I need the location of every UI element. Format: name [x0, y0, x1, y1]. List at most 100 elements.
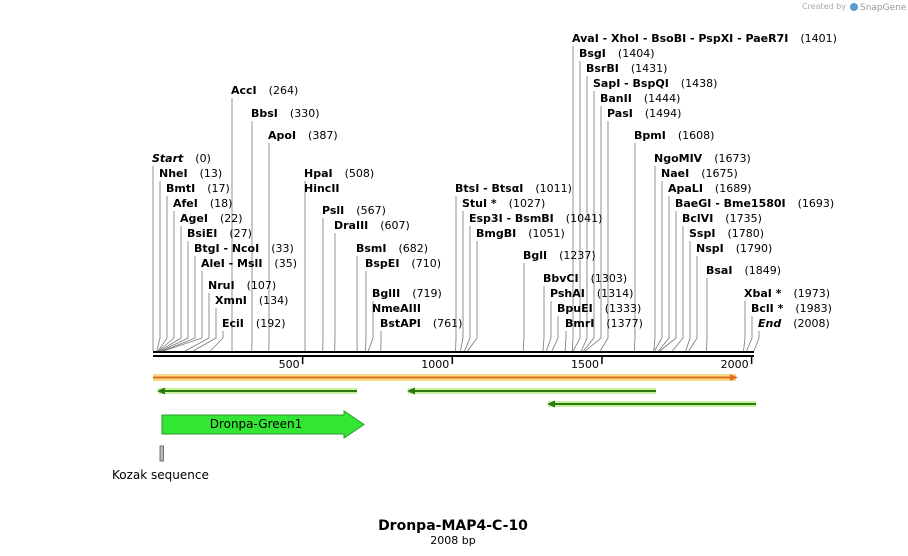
- site-position: (35): [274, 257, 297, 270]
- site-name: BbvCI: [543, 272, 579, 285]
- site-line: [671, 226, 684, 352]
- site-position: (1780): [727, 227, 764, 240]
- green-features: [157, 387, 756, 408]
- site-name: SapI - BspQI: [593, 77, 669, 90]
- site-name: NaeI: [661, 167, 689, 180]
- credit-prefix: Created by: [802, 2, 846, 11]
- site-line: [653, 166, 656, 352]
- site-line: [367, 301, 374, 352]
- site-name: BmgBI: [476, 227, 516, 240]
- site-position: (508): [345, 167, 375, 180]
- site-position: (1735): [725, 212, 762, 225]
- site-name: XmnI: [215, 294, 247, 307]
- site-position: (1051): [528, 227, 565, 240]
- site-position: (1333): [605, 302, 642, 315]
- site-position: (1438): [681, 77, 718, 90]
- site-position: (1404): [618, 47, 655, 60]
- ruler-line: [153, 351, 754, 353]
- site-name: BsrBI: [586, 62, 619, 75]
- map-title: Dronpa-MAP4-C-10: [378, 518, 528, 534]
- site-position: (1689): [715, 182, 752, 195]
- map-subtitle: 2008 bp: [430, 534, 475, 547]
- site-position: (1675): [701, 167, 738, 180]
- ruler-tick-label: 1000: [421, 358, 449, 371]
- site-line: [467, 241, 478, 352]
- site-line: [163, 271, 203, 352]
- site-name: End: [758, 317, 781, 330]
- site-name: BclVI: [682, 212, 713, 225]
- cds-label: Dronpa-Green1: [210, 417, 303, 431]
- site-name: BbsI: [251, 107, 278, 120]
- site-name: BsiEI: [187, 227, 217, 240]
- site-line: [659, 211, 677, 352]
- site-line: [580, 76, 588, 352]
- site-name: BtgI - NcoI: [194, 242, 259, 255]
- site-position: (1673): [714, 152, 751, 165]
- site-name: BstAPI: [380, 317, 421, 330]
- site-line: [542, 286, 545, 352]
- site-position: (0): [195, 152, 211, 165]
- site-name: NspI: [696, 242, 724, 255]
- site-line: [522, 263, 525, 352]
- site-line: [743, 301, 746, 352]
- site-name: BsaI: [706, 264, 732, 277]
- site-name: HincII: [304, 182, 340, 195]
- site-position: (719): [412, 287, 442, 300]
- site-name: BglI: [523, 249, 547, 262]
- site-position: (330): [290, 107, 320, 120]
- site-name: BpuEI: [557, 302, 593, 315]
- site-line: [706, 278, 708, 352]
- site-line: [160, 241, 189, 352]
- site-name: BtsI - BtsαI: [455, 182, 523, 195]
- site-line: [746, 316, 753, 352]
- site-line: [464, 226, 471, 352]
- site-position: (107): [247, 279, 277, 292]
- site-name: PshAI: [550, 287, 585, 300]
- credit-logo: [850, 3, 858, 11]
- site-position: (761): [433, 317, 463, 330]
- site-name: XbaI *: [744, 287, 782, 300]
- site-name: BglII: [372, 287, 400, 300]
- ruler-tick-label: 500: [279, 358, 300, 371]
- site-line: [583, 91, 595, 352]
- site-name: BspEI: [365, 257, 399, 270]
- site-position: (17): [207, 182, 230, 195]
- site-name: BsgI: [579, 47, 606, 60]
- site-line: [564, 331, 567, 352]
- site-position: (1983): [795, 302, 832, 315]
- site-position: (607): [380, 219, 410, 232]
- site-name: AccI: [231, 84, 257, 97]
- site-position: (1431): [631, 62, 668, 75]
- site-name: NruI: [208, 279, 235, 292]
- site-position: (387): [308, 129, 338, 142]
- site-line: [658, 196, 670, 352]
- site-position: (1973): [793, 287, 830, 300]
- site-name: BanII: [600, 92, 632, 105]
- site-position: (1693): [798, 197, 835, 210]
- site-name: HpaI: [304, 167, 333, 180]
- site-line: [459, 211, 464, 352]
- site-name: Start: [152, 152, 184, 165]
- site-name: AvaI - XhoI - BsoBI - PspXI - PaeR7I: [572, 32, 788, 45]
- site-name: SspI: [689, 227, 715, 240]
- site-name: AgeI: [180, 212, 208, 225]
- site-line: [653, 181, 663, 352]
- orange-feature-head: [730, 374, 738, 381]
- site-line: [753, 331, 760, 352]
- site-line: [633, 143, 636, 352]
- site-line: [584, 106, 602, 352]
- kozak-label: Kozak sequence: [112, 468, 209, 482]
- site-line: [688, 256, 698, 352]
- site-name: BsmI: [356, 242, 387, 255]
- site-name: StuI *: [462, 197, 497, 210]
- site-position: (13): [200, 167, 223, 180]
- site-position: (27): [229, 227, 252, 240]
- site-position: (1444): [644, 92, 681, 105]
- site-name: AleI - MslI: [201, 257, 262, 270]
- site-name: NmeAIII: [372, 302, 421, 315]
- site-position: (682): [399, 242, 429, 255]
- site-name: ApaLI: [668, 182, 703, 195]
- site-position: (1377): [606, 317, 643, 330]
- site-name: PslI: [322, 204, 344, 217]
